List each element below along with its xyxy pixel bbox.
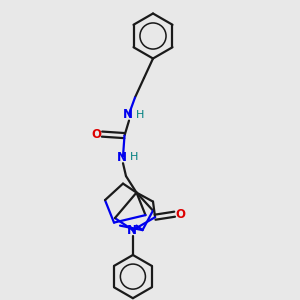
Text: O: O — [91, 128, 101, 141]
Text: H: H — [130, 152, 139, 162]
Text: H: H — [136, 110, 145, 120]
Text: N: N — [116, 151, 127, 164]
Text: O: O — [176, 208, 186, 221]
Text: N: N — [127, 224, 137, 237]
Text: N: N — [122, 108, 133, 121]
